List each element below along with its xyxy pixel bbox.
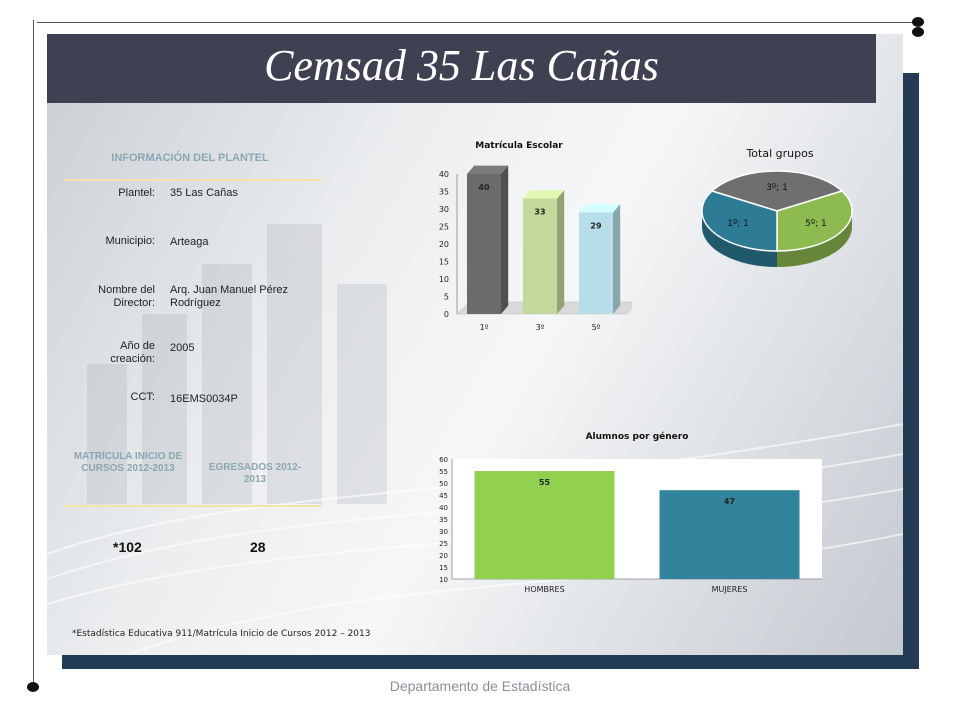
value-cct: 16EMS0034P [170, 393, 238, 405]
value-director: Arq. Juan Manuel Pérez Rodríguez [170, 284, 289, 309]
chart3-bar [659, 490, 800, 579]
page-title: Cemsad 35 Las Cañas [264, 41, 659, 90]
chart3-ytick: 60 [439, 456, 448, 464]
value-plantel: 35 Las Cañas [170, 187, 238, 199]
egresados-value: 28 [250, 539, 266, 555]
frame-shadow-bottom [62, 655, 919, 669]
chart2-slice-label: 1º; 1 [727, 219, 749, 229]
chart-matricula-escolar: Matrícula Escolar 0 5 10 15 20 25 30 35 40 40 1º 33 3… [439, 141, 632, 332]
chart1-ytick: 40 [439, 170, 449, 179]
chart2-title: Total grupos [745, 147, 813, 160]
chart1-title: Matrícula Escolar [475, 141, 563, 151]
chart-total-grupos: Total grupos 3º; 1 5º; 1 1º; 1 [701, 147, 853, 267]
footnote: *Estadística Educativa 911/Matrícula Ini… [72, 629, 371, 639]
chart3-category-label: HOMBRES [524, 585, 564, 594]
frame-dot-top-right-2 [912, 27, 924, 37]
chart1-bar-top [579, 204, 621, 213]
chart1-category-label: 3º [536, 323, 545, 332]
label-cct: CCT: [130, 391, 155, 403]
chart3-bar [474, 471, 615, 579]
chart3-title: Alumnos por género [586, 431, 689, 442]
value-municipio: Arteaga [170, 236, 209, 248]
chart1-ytick: 15 [439, 258, 449, 267]
chart1-ytick: 35 [439, 188, 449, 197]
chart1-ytick: 25 [439, 223, 449, 232]
chart2-slice-side [777, 211, 852, 267]
info-heading: INFORMACIÓN DEL PLANTEL [111, 152, 269, 164]
chart3-data-label: 55 [539, 478, 551, 487]
label-plantel: Plantel: [118, 187, 155, 199]
slide-canvas: Cemsad 35 Las Cañas INFORMACIÓN DEL PLAN… [47, 34, 903, 655]
chart1-ytick: 5 [444, 293, 449, 302]
chart3-ytick: 10 [439, 576, 448, 584]
label-anio: Año de creación: [110, 340, 155, 365]
stats-divider [64, 505, 322, 507]
chart1-bar-top [523, 190, 565, 199]
chart3-ytick: 30 [439, 528, 448, 536]
chart3-ytick: 20 [439, 552, 448, 560]
frame-dot-bottom-left [27, 682, 39, 692]
chart3-ytick: 35 [439, 516, 448, 524]
chart1-data-label: 33 [534, 208, 545, 217]
egresados-heading: EGRESADOS 2012-2013 [208, 462, 302, 485]
chart3-ytick: 15 [439, 564, 448, 572]
frame-left-line [33, 20, 34, 688]
chart3-ytick: 55 [439, 468, 448, 476]
chart2-slice [776, 190, 853, 252]
chart3-ytick: 25 [439, 540, 448, 548]
label-director: Nombre del Director: [98, 284, 155, 309]
chart1-bar-side [557, 190, 565, 314]
chart-alumnos-genero: Alumnos por género 10 15 20 25 30 35 40 45 50 55 60… [439, 431, 822, 594]
chart3-ytick: 45 [439, 492, 448, 500]
label-municipio: Municipio: [105, 235, 155, 247]
info-divider [64, 179, 322, 181]
chart1-bar [467, 165, 509, 314]
chart1-category-label: 1º [480, 323, 489, 332]
chart1-ytick: 0 [444, 310, 449, 319]
chart1-data-label: 29 [590, 222, 602, 231]
chart3-data-label: 47 [724, 497, 735, 506]
matricula-heading: MATRÍCULA INICIO DE CURSOS 2012-2013 [73, 451, 183, 474]
chart1-category-label: 5º [592, 323, 601, 332]
chart1-bar-front [467, 174, 501, 314]
footer-department: Departamento de Estadística [389, 678, 571, 694]
chart1-ytick: 20 [439, 240, 449, 249]
title-bar: Cemsad 35 Las Cañas [47, 34, 876, 103]
chart2-slice-side [702, 211, 777, 267]
chart1-ytick: 10 [439, 275, 449, 284]
chart3-ytick: 40 [439, 504, 448, 512]
chart2-slice [701, 190, 778, 252]
chart1-bar-front [523, 198, 557, 314]
frame-top-line [37, 22, 917, 23]
chart1-data-label: 40 [478, 183, 490, 192]
background-decoration [47, 224, 903, 655]
chart3-ytick: 50 [439, 480, 448, 488]
chart2-slice-label: 5º; 1 [805, 219, 827, 229]
frame-shadow-right [903, 73, 919, 667]
chart1-bar-front [579, 212, 613, 314]
matricula-value: *102 [113, 539, 142, 555]
chart1-bar-side [613, 204, 621, 314]
chart1-bar [579, 204, 621, 314]
chart2-slice-label: 3º; 1 [766, 183, 788, 193]
chart1-bar-side [501, 165, 509, 314]
chart3-category-label: MUJERES [712, 585, 748, 594]
chart1-ytick: 30 [439, 205, 449, 214]
chart1-bar-top [467, 165, 509, 174]
chart1-bar [523, 190, 565, 314]
frame-dot-top-right [912, 17, 924, 27]
value-anio: 2005 [170, 342, 195, 354]
